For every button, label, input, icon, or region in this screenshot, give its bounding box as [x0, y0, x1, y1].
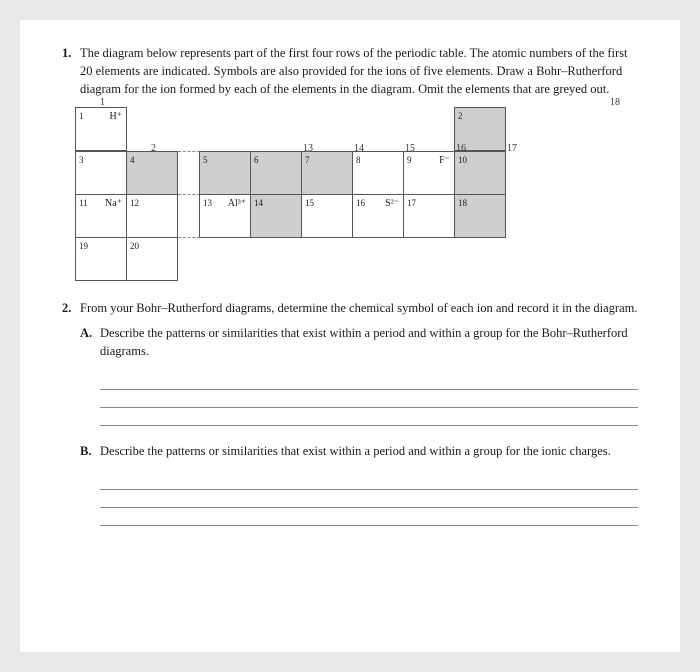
- period-4: 19 20: [76, 238, 638, 281]
- atomic-number: 5: [203, 154, 208, 167]
- cell-13: 13 Al³⁺: [199, 194, 251, 238]
- cell-15: 15: [301, 194, 353, 238]
- cell-20: 20: [126, 237, 178, 281]
- atomic-number: 10: [458, 154, 467, 167]
- answer-line[interactable]: [100, 472, 638, 490]
- atomic-number: 18: [458, 197, 467, 210]
- cell-6: 6: [250, 151, 302, 195]
- cell-1: 1 H⁺: [75, 107, 127, 151]
- cell-18: 18: [454, 194, 506, 238]
- group-label-18: 18: [610, 96, 620, 111]
- question-2: 2. From your Bohr–Rutherford diagrams, d…: [62, 299, 638, 317]
- atomic-number: 17: [407, 197, 416, 210]
- period-3: 11 Na⁺ 12 13 Al³⁺ 14 15 16 S²⁻ 17 18: [76, 195, 638, 238]
- answer-lines-a[interactable]: [100, 372, 638, 426]
- atomic-number: 6: [254, 154, 259, 167]
- dashed-gap: [178, 237, 200, 281]
- cell-7: 7: [301, 151, 353, 195]
- cell-17: 17: [403, 194, 455, 238]
- q2-text: From your Bohr–Rutherford diagrams, dete…: [80, 299, 638, 317]
- atomic-number: 11: [79, 197, 88, 210]
- cell-14: 14: [250, 194, 302, 238]
- answer-line[interactable]: [100, 490, 638, 508]
- atomic-number: 1: [79, 110, 84, 123]
- period-2: 3 4 5 6 7 8 9 F⁻ 10: [76, 152, 638, 195]
- cell-5: 5: [199, 151, 251, 195]
- atomic-number: 20: [130, 240, 139, 253]
- cell-8: 8: [352, 151, 404, 195]
- q1-text: The diagram below represents part of the…: [80, 44, 638, 98]
- atomic-number: 15: [305, 197, 314, 210]
- atomic-number: 9: [407, 154, 412, 167]
- atomic-number: 14: [254, 197, 263, 210]
- ion-symbol: Na⁺: [105, 197, 122, 212]
- cell-10: 10: [454, 151, 506, 195]
- q1-number: 1.: [62, 44, 80, 98]
- atomic-number: 16: [356, 197, 365, 210]
- answer-line[interactable]: [100, 390, 638, 408]
- cell-19: 19: [75, 237, 127, 281]
- ion-symbol: S²⁻: [385, 197, 399, 212]
- q2b-text: Describe the patterns or similarities th…: [100, 442, 638, 460]
- dashed-gap: [178, 194, 200, 238]
- atomic-number: 19: [79, 240, 88, 253]
- question-2a: A. Describe the patterns or similarities…: [80, 324, 638, 360]
- atomic-number: 12: [130, 197, 139, 210]
- answer-line[interactable]: [100, 508, 638, 526]
- answer-line[interactable]: [100, 372, 638, 390]
- atomic-number: 13: [203, 197, 212, 210]
- q2-number: 2.: [62, 299, 80, 317]
- question-1: 1. The diagram below represents part of …: [62, 44, 638, 98]
- atomic-number: 4: [130, 154, 135, 167]
- answer-lines-b[interactable]: [100, 472, 638, 526]
- ion-symbol: F⁻: [439, 154, 450, 169]
- q2a-text: Describe the patterns or similarities th…: [100, 324, 638, 360]
- q2a-label: A.: [80, 324, 100, 360]
- cell-11: 11 Na⁺: [75, 194, 127, 238]
- atomic-number: 3: [79, 154, 84, 167]
- ion-symbol: Al³⁺: [228, 197, 246, 212]
- blank: [199, 107, 251, 151]
- periodic-table-fragment: 1 18 1H⁺ 2 2 13 14 15 16 17 3 4 5 6 7 8: [76, 108, 638, 281]
- dashed-gap: [178, 151, 200, 195]
- gap: [178, 108, 200, 152]
- q2b-label: B.: [80, 442, 100, 460]
- atomic-number: 7: [305, 154, 310, 167]
- ion-symbol: H⁺: [110, 110, 123, 125]
- group-label-17: 17: [507, 142, 517, 157]
- blank: [250, 107, 302, 151]
- worksheet-page: 1. The diagram below represents part of …: [20, 20, 680, 652]
- answer-line[interactable]: [100, 408, 638, 426]
- cell-16: 16 S²⁻: [352, 194, 404, 238]
- cell-3: 3: [75, 151, 127, 195]
- atomic-number: 8: [356, 154, 361, 167]
- cell-4: 4: [126, 151, 178, 195]
- cell-9: 9 F⁻: [403, 151, 455, 195]
- question-2b: B. Describe the patterns or similarities…: [80, 442, 638, 460]
- atomic-number: 2: [458, 110, 463, 123]
- cell-12: 12: [126, 194, 178, 238]
